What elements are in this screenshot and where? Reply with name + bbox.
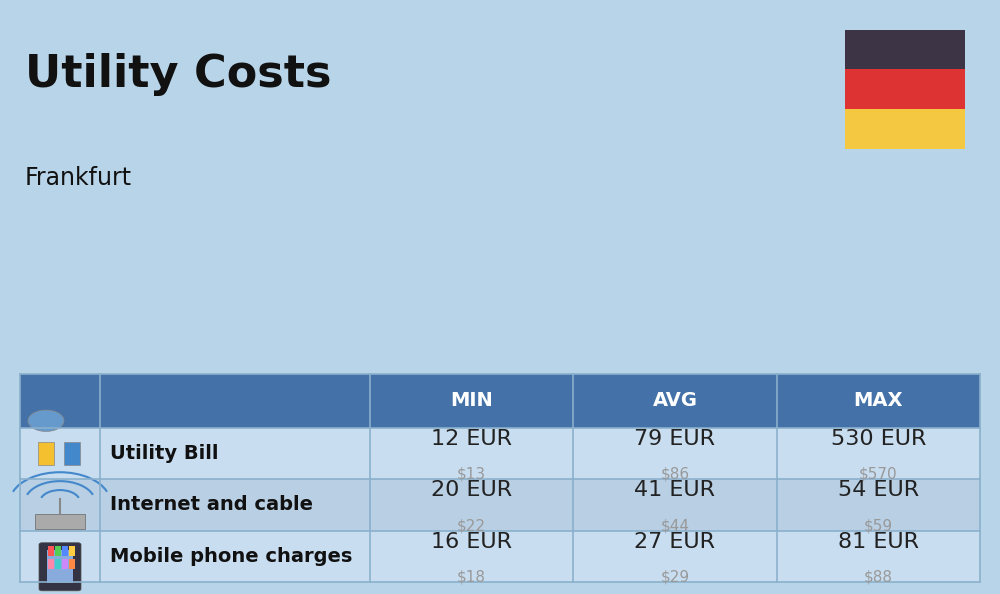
Text: $570: $570 [859,467,898,482]
Text: 41 EUR: 41 EUR [635,480,716,500]
Text: Frankfurt: Frankfurt [25,166,132,190]
Bar [370,530,573,582]
Bar [48,559,54,570]
Bar [100,479,370,530]
Bar [370,374,573,428]
Bar [573,374,777,428]
Bar [35,514,85,529]
Bar [370,428,573,479]
Bar [55,559,61,570]
Bar [777,428,980,479]
Bar [573,479,777,530]
Text: $29: $29 [660,570,690,584]
Bar [573,428,777,479]
Text: $13: $13 [457,467,486,482]
Bar [777,374,980,428]
Bar [777,479,980,530]
Text: 54 EUR: 54 EUR [838,480,919,500]
Bar [370,479,573,530]
Bar [48,546,54,557]
Text: $22: $22 [457,518,486,533]
Text: $86: $86 [660,467,690,482]
Bar [62,559,68,570]
Text: $18: $18 [457,570,486,584]
Bar [573,530,777,582]
Bar [845,69,965,109]
Text: AVG: AVG [652,391,698,410]
Text: 79 EUR: 79 EUR [635,428,716,448]
Bar [55,546,61,557]
Text: $44: $44 [660,518,690,533]
Bar [845,109,965,148]
Bar [100,530,370,582]
Bar [845,30,965,69]
Bar [64,441,80,465]
Bar [47,551,73,583]
Text: Mobile phone charges: Mobile phone charges [110,547,352,566]
Bar [69,559,75,570]
Circle shape [28,410,64,431]
Text: 12 EUR: 12 EUR [431,428,512,448]
Bar [20,530,100,582]
Text: 81 EUR: 81 EUR [838,532,919,552]
Bar [20,428,100,479]
Bar [62,546,68,557]
Text: Utility Costs: Utility Costs [25,53,332,96]
Text: $88: $88 [864,570,893,584]
Text: 27 EUR: 27 EUR [635,532,716,552]
Text: 530 EUR: 530 EUR [831,428,926,448]
Text: 16 EUR: 16 EUR [431,532,512,552]
Text: Utility Bill: Utility Bill [110,444,218,463]
Text: Internet and cable: Internet and cable [110,495,313,514]
Text: MAX: MAX [854,391,903,410]
Bar [777,530,980,582]
Bar [38,441,54,465]
FancyBboxPatch shape [39,543,81,591]
Bar [100,428,370,479]
Text: $59: $59 [864,518,893,533]
Bar [100,374,370,428]
Text: MIN: MIN [450,391,493,410]
Text: 20 EUR: 20 EUR [431,480,512,500]
Bar [20,479,100,530]
Bar [20,374,100,428]
Bar [69,546,75,557]
